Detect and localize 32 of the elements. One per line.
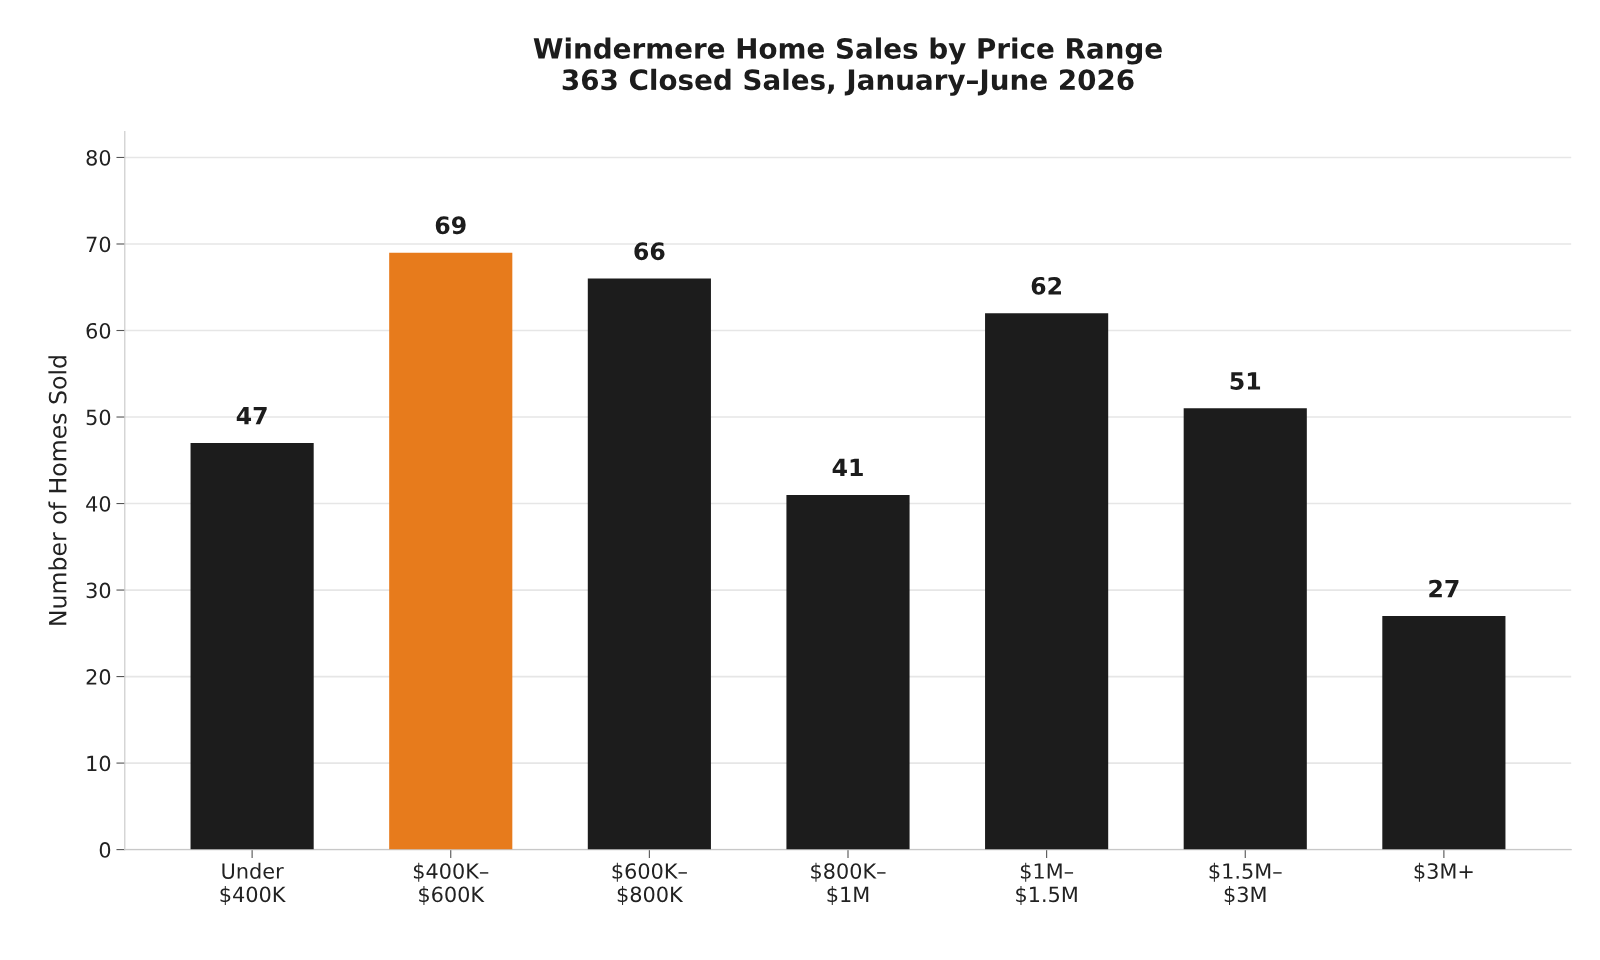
bar [389,252,513,850]
x-tick-label: $800K– $1M [811,862,886,906]
data-label: 27 [1429,579,1459,598]
data-label: 51 [1230,372,1261,390]
bar [786,494,910,850]
x-tick-label: $3M+ [1414,862,1473,882]
bar [587,278,711,850]
bar [985,313,1109,850]
x-tick-label: Under $400K [220,862,286,906]
chart-title: Windermere Home Sales by Price Range 363 Closed Sales, January–June 2026 [533,37,1162,96]
data-label: 69 [435,216,466,235]
data-label: 66 [634,242,665,261]
y-tick-label: 60 [86,322,111,339]
y-tick-label: 0 [99,842,111,858]
y-tick-label: 70 [86,236,111,253]
bar [1183,408,1307,850]
x-tick-label: $600K– $800K [612,862,687,906]
x-tick-label: $1M– $1.5M [1016,862,1077,906]
y-axis-title: Number of Homes Sold [48,356,67,625]
data-label: 41 [832,458,863,477]
x-tick-label: $1.5M– $3M [1209,862,1282,906]
y-tick-label: 40 [86,495,111,512]
bar [190,442,314,850]
data-label: 62 [1031,276,1061,295]
y-tick-label: 20 [86,669,111,685]
y-tick-label: 50 [86,409,111,426]
y-tick-label: 80 [86,149,111,166]
data-label: 47 [236,406,267,425]
y-tick-label: 10 [87,755,111,772]
y-tick-label: 30 [86,582,111,599]
bar [1382,616,1506,850]
x-tick-label: $400K– $600K [413,862,489,906]
